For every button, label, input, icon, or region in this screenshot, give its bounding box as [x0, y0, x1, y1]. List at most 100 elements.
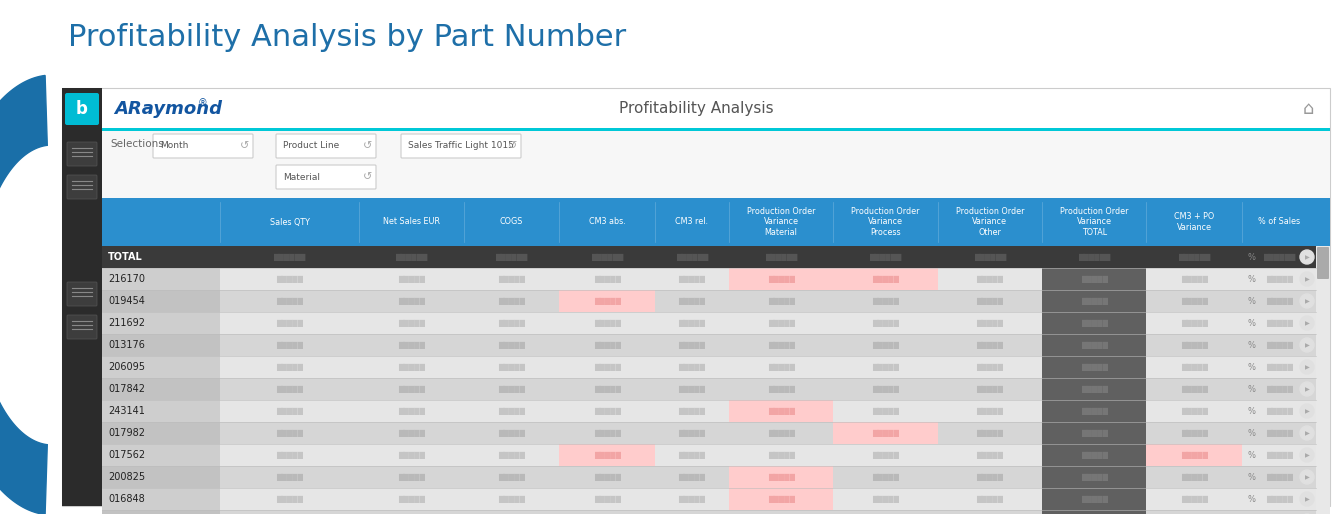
FancyBboxPatch shape [62, 88, 1330, 506]
Text: █████: █████ [768, 386, 794, 393]
Text: █████: █████ [399, 363, 425, 371]
Text: ↺: ↺ [240, 141, 250, 151]
Text: █████: █████ [276, 408, 303, 415]
Text: █████: █████ [498, 276, 525, 283]
FancyBboxPatch shape [1317, 247, 1329, 279]
FancyBboxPatch shape [102, 422, 1330, 444]
FancyBboxPatch shape [1041, 290, 1146, 312]
Text: Production Order
Variance
Process: Production Order Variance Process [851, 207, 919, 237]
Text: ↺: ↺ [509, 141, 518, 151]
Text: █████: █████ [977, 298, 1004, 305]
Text: █████: █████ [399, 341, 425, 348]
Text: ▶: ▶ [1304, 255, 1310, 260]
Circle shape [1300, 404, 1314, 418]
Text: █████: █████ [399, 386, 425, 393]
Text: █████: █████ [1266, 473, 1292, 481]
Text: ▶: ▶ [1304, 475, 1310, 480]
Text: ▶: ▶ [1304, 365, 1310, 370]
FancyBboxPatch shape [102, 400, 220, 422]
Text: █████: █████ [276, 341, 303, 348]
Text: █████: █████ [498, 408, 525, 415]
Text: █████: █████ [872, 298, 899, 305]
Text: █████: █████ [679, 298, 706, 305]
Text: █████: █████ [498, 386, 525, 393]
Circle shape [1300, 360, 1314, 374]
Text: █████: █████ [399, 276, 425, 283]
FancyBboxPatch shape [102, 130, 1330, 198]
Text: █████: █████ [1181, 451, 1208, 458]
Text: █████: █████ [1080, 408, 1107, 415]
Text: █████: █████ [276, 495, 303, 503]
Text: █████: █████ [1080, 363, 1107, 371]
FancyBboxPatch shape [102, 378, 220, 400]
FancyBboxPatch shape [1317, 246, 1330, 514]
Text: 017982: 017982 [107, 428, 145, 438]
FancyBboxPatch shape [276, 165, 376, 189]
Text: ▶: ▶ [1304, 431, 1310, 436]
Text: %: % [1247, 429, 1255, 437]
Text: █████: █████ [593, 319, 620, 326]
Circle shape [1300, 250, 1314, 264]
Text: █████: █████ [593, 363, 620, 371]
Text: █████: █████ [1181, 386, 1208, 393]
Text: █████: █████ [399, 298, 425, 305]
Text: ██████: ██████ [870, 253, 902, 261]
Text: %: % [1247, 340, 1255, 350]
Text: █████: █████ [1266, 451, 1292, 458]
Text: █████: █████ [872, 276, 899, 283]
Text: █████: █████ [498, 298, 525, 305]
FancyBboxPatch shape [1041, 444, 1146, 466]
FancyBboxPatch shape [102, 488, 220, 510]
FancyBboxPatch shape [1041, 378, 1146, 400]
Text: █████: █████ [498, 319, 525, 326]
Text: █████: █████ [276, 386, 303, 393]
Text: ██████: ██████ [590, 253, 623, 261]
Circle shape [1300, 294, 1314, 308]
Text: █████: █████ [276, 276, 303, 283]
Text: █████: █████ [1181, 495, 1208, 503]
Text: █████: █████ [679, 451, 706, 458]
Text: █████: █████ [593, 495, 620, 503]
Text: █████: █████ [1181, 408, 1208, 415]
Text: %: % [1247, 252, 1255, 262]
FancyBboxPatch shape [102, 488, 1330, 510]
FancyBboxPatch shape [102, 268, 220, 290]
FancyBboxPatch shape [102, 334, 220, 356]
FancyBboxPatch shape [102, 312, 1330, 334]
Circle shape [1300, 382, 1314, 396]
Text: █████: █████ [593, 298, 620, 305]
Text: % of Sales: % of Sales [1257, 217, 1300, 227]
Text: █████: █████ [593, 429, 620, 436]
Text: █████: █████ [977, 473, 1004, 481]
Text: █████: █████ [498, 451, 525, 458]
Text: █████: █████ [977, 451, 1004, 458]
Text: %: % [1247, 472, 1255, 482]
Text: 017562: 017562 [107, 450, 145, 460]
Text: 216170: 216170 [107, 274, 145, 284]
FancyBboxPatch shape [1041, 334, 1146, 356]
FancyBboxPatch shape [276, 134, 376, 158]
Text: █████: █████ [679, 495, 706, 503]
Text: █████: █████ [1266, 386, 1292, 393]
Text: █████: █████ [1080, 495, 1107, 503]
Text: █████: █████ [679, 363, 706, 371]
Text: █████: █████ [276, 363, 303, 371]
FancyBboxPatch shape [1041, 312, 1146, 334]
FancyBboxPatch shape [102, 378, 1330, 400]
Text: █████: █████ [498, 341, 525, 348]
Text: Net Sales EUR: Net Sales EUR [382, 217, 440, 227]
Text: █████: █████ [768, 363, 794, 371]
FancyBboxPatch shape [62, 88, 102, 506]
Text: █████: █████ [399, 319, 425, 326]
Text: █████: █████ [872, 495, 899, 503]
Text: █████: █████ [977, 319, 1004, 326]
FancyBboxPatch shape [1317, 198, 1330, 246]
FancyBboxPatch shape [1041, 488, 1146, 510]
Text: █████: █████ [276, 429, 303, 436]
FancyBboxPatch shape [102, 356, 220, 378]
Text: ▶: ▶ [1304, 453, 1310, 458]
Text: TOTAL: TOTAL [107, 252, 142, 262]
Text: ██████: ██████ [1078, 253, 1110, 261]
Text: ▶: ▶ [1304, 343, 1310, 348]
Circle shape [1300, 426, 1314, 440]
